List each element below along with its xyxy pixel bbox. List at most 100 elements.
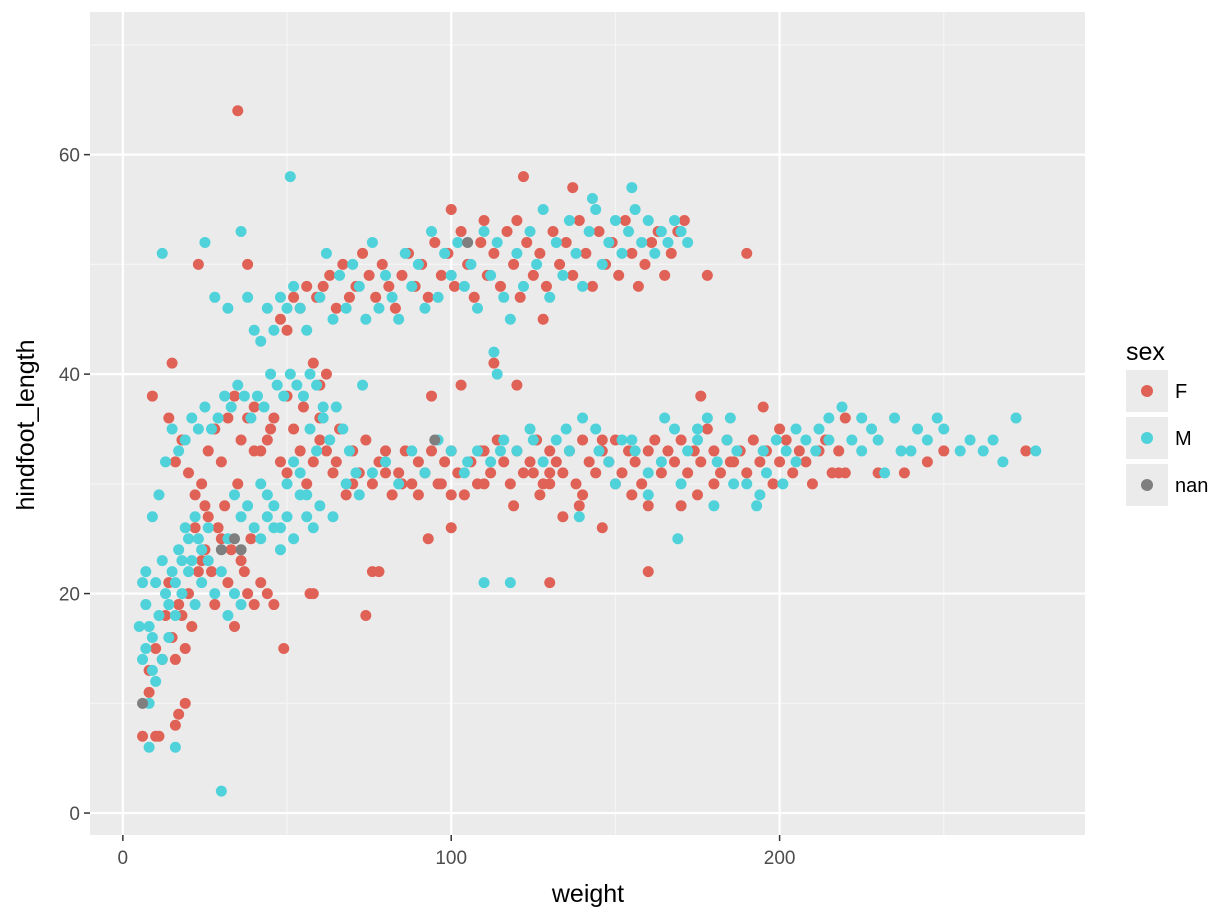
data-point-F: [245, 533, 257, 545]
data-point-F: [261, 588, 273, 600]
data-point-F: [494, 280, 506, 292]
legend-swatch-F: [1141, 385, 1153, 397]
data-point-F: [343, 291, 355, 303]
data-point-M: [570, 247, 582, 259]
data-point-M: [150, 577, 162, 589]
data-point-M: [261, 489, 273, 501]
data-point-M: [156, 247, 168, 259]
y-tick-label: 0: [69, 804, 80, 825]
data-point-F: [485, 467, 497, 479]
data-point-M: [577, 412, 589, 424]
data-point-nan: [429, 434, 441, 446]
data-point-F: [297, 401, 309, 413]
data-point-M: [488, 346, 500, 358]
data-point-F: [774, 456, 786, 468]
data-point-M: [166, 566, 178, 578]
data-point-M: [997, 456, 1009, 468]
data-point-M: [206, 423, 218, 435]
data-point-F: [232, 478, 244, 490]
data-point-M: [215, 785, 227, 797]
data-point-F: [669, 456, 681, 468]
data-point-M: [219, 390, 231, 402]
data-point-F: [183, 467, 195, 479]
data-point-F: [202, 511, 214, 523]
data-point-M: [439, 247, 451, 259]
data-point-F: [534, 247, 546, 259]
data-point-M: [199, 401, 211, 413]
data-point-M: [662, 236, 674, 248]
data-point-M: [146, 664, 158, 676]
data-point-M: [655, 225, 667, 237]
data-point-F: [747, 434, 759, 446]
data-point-F: [235, 555, 247, 567]
data-point-F: [429, 236, 441, 248]
data-point-F: [445, 489, 457, 501]
data-point-M: [140, 599, 152, 611]
data-point-F: [695, 390, 707, 402]
data-point-F: [294, 445, 306, 457]
data-point-M: [202, 555, 214, 567]
data-point-M: [728, 478, 740, 490]
data-point-F: [521, 236, 533, 248]
data-point-F: [455, 379, 467, 391]
data-point-F: [426, 445, 438, 457]
data-point-M: [485, 456, 497, 468]
data-point-M: [176, 588, 188, 600]
data-point-M: [248, 324, 260, 336]
data-point-F: [478, 214, 490, 226]
data-point-M: [452, 236, 464, 248]
data-point-M: [432, 291, 444, 303]
data-point-M: [307, 522, 319, 534]
data-point-M: [265, 368, 277, 380]
data-point-M: [156, 555, 168, 567]
data-point-F: [150, 642, 162, 654]
data-point-F: [330, 302, 342, 314]
data-point-M: [445, 445, 457, 457]
data-point-M: [255, 335, 267, 347]
data-point-F: [327, 467, 339, 479]
data-point-M: [931, 412, 943, 424]
data-point-M: [156, 653, 168, 665]
data-point-M: [189, 511, 201, 523]
data-point-M: [137, 653, 149, 665]
data-point-F: [567, 269, 579, 281]
data-point-M: [577, 280, 589, 292]
data-point-F: [209, 599, 221, 611]
data-point-M: [590, 423, 602, 435]
data-point-F: [406, 478, 418, 490]
data-point-M: [294, 302, 306, 314]
data-point-M: [143, 621, 155, 633]
data-point-M: [334, 269, 346, 281]
legend-label-M: M: [1175, 428, 1192, 450]
y-axis-ticks: 0 20 40 60: [59, 146, 90, 825]
data-point-M: [412, 258, 424, 270]
data-point-M: [1010, 412, 1022, 424]
data-point-M: [255, 533, 267, 545]
data-point-F: [219, 500, 231, 512]
data-point-M: [366, 467, 378, 479]
data-point-M: [192, 423, 204, 435]
data-point-F: [613, 269, 625, 281]
data-point-F: [534, 489, 546, 501]
data-point-M: [288, 456, 300, 468]
data-point-M: [938, 423, 950, 435]
data-point-F: [248, 401, 260, 413]
data-point-F: [632, 280, 644, 292]
data-point-M: [458, 280, 470, 292]
data-point-M: [426, 225, 438, 237]
data-point-M: [790, 423, 802, 435]
data-point-M: [626, 182, 638, 194]
data-point-M: [954, 445, 966, 457]
data-point-F: [646, 236, 658, 248]
data-point-M: [258, 401, 270, 413]
data-point-M: [209, 291, 221, 303]
data-point-M: [616, 434, 628, 446]
data-point-M: [596, 258, 608, 270]
data-point-F: [767, 478, 779, 490]
data-point-M: [353, 489, 365, 501]
data-point-F: [701, 269, 713, 281]
data-point-F: [202, 445, 214, 457]
data-point-M: [340, 478, 352, 490]
data-point-M: [163, 631, 175, 643]
